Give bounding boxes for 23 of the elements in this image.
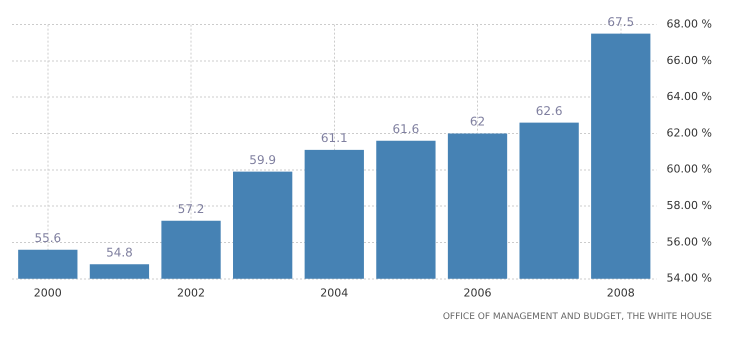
data-label: 61.1	[320, 131, 348, 146]
data-label: 67.5	[607, 14, 634, 29]
y-tick-label: 66.00 %	[666, 54, 712, 67]
data-label: 55.6	[34, 230, 62, 245]
data-label: 59.9	[249, 152, 276, 167]
y-tick-label: 54.00 %	[666, 272, 712, 285]
data-label: 54.8	[106, 245, 133, 260]
x-tick-label: 2002	[177, 286, 206, 300]
x-tick-label: 2000	[34, 286, 62, 300]
y-tick-label: 58.00 %	[666, 199, 712, 212]
x-tick-label: 2008	[606, 286, 635, 300]
text: OFFICE OF MANAGEMENT AND BUDGET, THE WHITE HOUSE	[442, 312, 713, 322]
y-tick-label: 68.00 %	[666, 17, 712, 30]
data-label: 62.6	[536, 104, 562, 118]
data-label: 62	[470, 114, 486, 129]
y-tick-label: 64.00 %	[666, 90, 712, 104]
x-tick-label: 2006	[464, 286, 492, 300]
data-label: 61.6	[392, 122, 420, 136]
y-tick-label: 62.00 %	[666, 126, 712, 140]
x-tick-label: 2004	[320, 286, 348, 300]
y-tick-label: 56.00 %	[666, 235, 712, 248]
y-tick-label: 60.00 %	[666, 162, 712, 176]
data-label: 57.2	[178, 202, 204, 216]
